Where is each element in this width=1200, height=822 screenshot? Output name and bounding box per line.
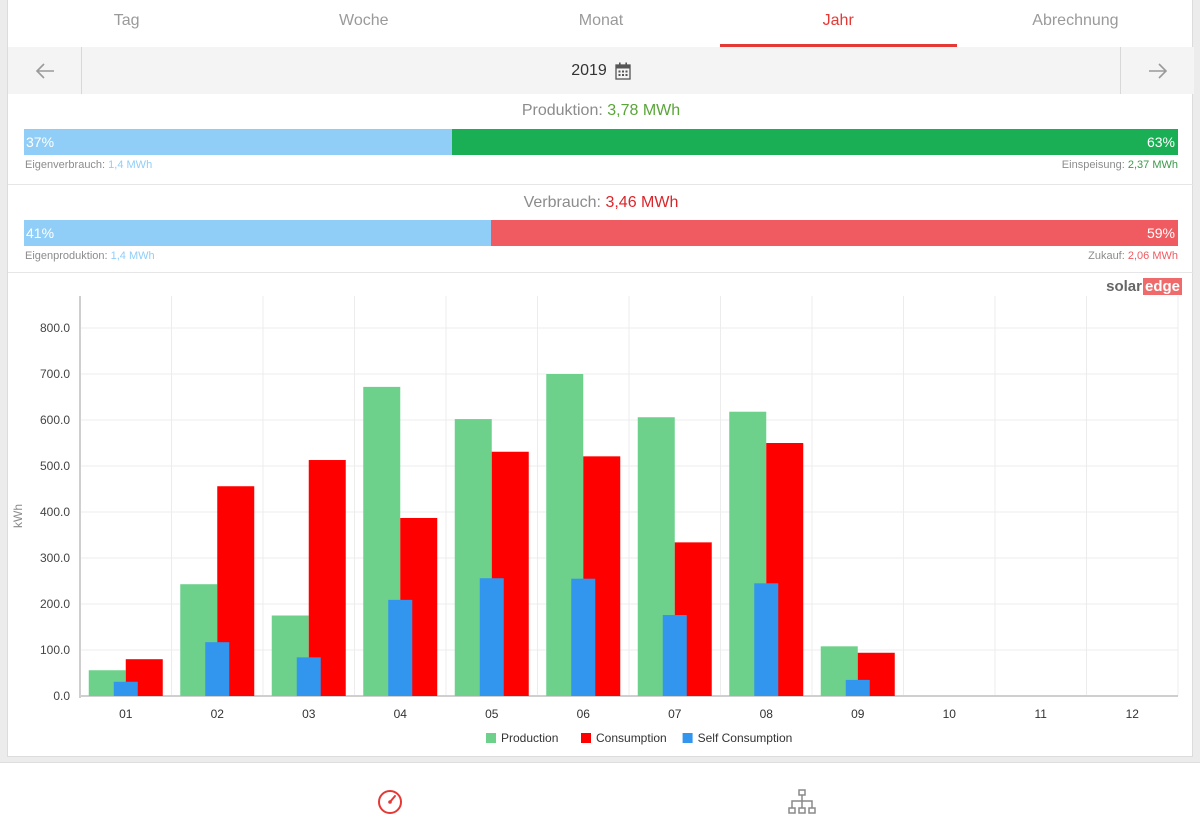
- next-period-button[interactable]: [1120, 47, 1194, 94]
- y-tick-label: 300.0: [40, 551, 70, 565]
- y-axis-label: kWh: [11, 504, 25, 528]
- x-tick-label: 10: [943, 707, 957, 721]
- feed-in-value: 2,37 MWh: [1127, 159, 1178, 171]
- self-consumption-value: 1,4 MWh: [108, 159, 153, 171]
- feed-in-share: 63%: [452, 129, 1178, 155]
- legend-swatch: [486, 733, 496, 743]
- legend-label: Production: [501, 731, 558, 745]
- tab-monat[interactable]: Monat: [578, 12, 624, 29]
- y-tick-label: 600.0: [40, 413, 70, 427]
- consumption-label: Verbrauch:: [523, 194, 601, 211]
- tab-tag[interactable]: Tag: [113, 12, 140, 29]
- consumption-bar: [308, 460, 346, 696]
- legend-swatch: [682, 733, 693, 743]
- arrow-left-icon: [35, 62, 54, 79]
- production-summary: Produktion: 3,78 MWh 37% 63% Eigenverbra…: [8, 94, 1194, 185]
- previous-period-button[interactable]: [8, 47, 82, 94]
- x-tick-label: 04: [394, 707, 408, 721]
- x-tick-label: 02: [211, 707, 225, 721]
- self-consumption-bar: [113, 681, 138, 696]
- self-production-label: Eigenproduktion:: [25, 250, 108, 262]
- tab-abrechnung[interactable]: Abrechnung: [1032, 12, 1119, 29]
- y-tick-label: 0.0: [53, 689, 70, 703]
- self-consumption-caption: Eigenverbrauch: 1,4 MWh: [25, 159, 152, 171]
- tab-jahr[interactable]: Jahr: [719, 0, 958, 47]
- purchase-caption: Zukauf: 2,06 MWh: [1088, 250, 1178, 262]
- calendar-icon: [615, 62, 631, 80]
- purchase-value: 2,06 MWh: [1127, 250, 1178, 262]
- production-title: Produktion: 3,78 MWh: [8, 94, 1194, 120]
- feed-in-caption: Einspeisung: 2,37 MWh: [1062, 159, 1178, 171]
- self-consumption-bar: [571, 578, 596, 696]
- purchase-label: Zukauf:: [1088, 250, 1125, 262]
- self-production-value: 1,4 MWh: [110, 250, 155, 262]
- x-tick-label: 07: [668, 707, 682, 721]
- legend-label: Self Consumption: [698, 731, 793, 745]
- production-value: 3,78 MWh: [607, 102, 681, 119]
- x-tick-label: 09: [851, 707, 865, 721]
- x-tick-label: 11: [1035, 707, 1048, 721]
- consumption-title: Verbrauch: 3,46 MWh: [8, 185, 1194, 212]
- y-tick-label: 400.0: [40, 505, 70, 519]
- site-layout-icon[interactable]: [787, 787, 817, 817]
- arrow-right-icon: [1148, 62, 1167, 79]
- purchase-share: 59%: [491, 220, 1178, 246]
- period-display[interactable]: 2019: [82, 47, 1120, 94]
- self-consumption-bar: [845, 679, 870, 696]
- self-consumption-bar: [205, 642, 230, 696]
- x-tick-label: 03: [302, 707, 316, 721]
- self-consumption-bar: [388, 599, 413, 696]
- x-tick-label: 06: [577, 707, 591, 721]
- legend-label: Consumption: [596, 731, 667, 745]
- x-tick-label: 12: [1126, 707, 1140, 721]
- logo-solar-text: solar: [1106, 278, 1142, 295]
- self-consumption-bar: [479, 578, 504, 696]
- chart-canvas: 0.0 100.0 200.0 300.0 400.0 500.0 600.0 700.0 80…: [11, 296, 1179, 745]
- period-tabs: Tag Woche Monat Jahr Abrechnung: [8, 0, 1194, 47]
- tab-woche[interactable]: Woche: [339, 12, 389, 29]
- y-tick-label: 500.0: [40, 459, 70, 473]
- legend-swatch: [581, 733, 591, 743]
- self-production-share: 41%: [24, 220, 492, 246]
- x-tick-label: 08: [760, 707, 774, 721]
- production-label: Produktion:: [521, 102, 603, 119]
- x-tick-label: 05: [485, 707, 499, 721]
- x-tick-label: 01: [119, 707, 133, 721]
- self-production-caption: Eigenproduktion: 1,4 MWh: [25, 250, 155, 262]
- self-consumption-bar: [296, 657, 321, 696]
- y-tick-label: 200.0: [40, 597, 70, 611]
- yearly-energy-chart: solar edge 0.0 100.0 200.0 300.0 400.0 500.0 60…: [8, 274, 1194, 757]
- y-tick-label: 800.0: [40, 321, 70, 335]
- bottom-nav-bar: [0, 762, 1200, 822]
- period-year: 2019: [571, 61, 607, 79]
- app-window: Tag Woche Monat Jahr Abrechnung 2019: [7, 0, 1194, 757]
- consumption-value: 3,46 MWh: [605, 194, 679, 211]
- self-consumption-bar: [662, 615, 687, 696]
- self-consumption-label: Eigenverbrauch:: [25, 159, 106, 171]
- y-tick-label: 100.0: [40, 643, 70, 657]
- self-consumption-share: 37%: [24, 129, 453, 155]
- dashboard-gauge-icon[interactable]: [375, 787, 405, 817]
- self-consumption-bar: [754, 583, 779, 696]
- logo-edge-text: edge: [1142, 278, 1182, 295]
- feed-in-label: Einspeisung:: [1061, 159, 1125, 171]
- solaredge-logo: solar edge: [1106, 278, 1182, 295]
- production-split-bar: 37% 63%: [24, 129, 1178, 155]
- y-tick-label: 700.0: [40, 367, 70, 381]
- period-navigator: 2019: [8, 47, 1194, 94]
- consumption-split-bar: 41% 59%: [24, 220, 1178, 246]
- consumption-summary: Verbrauch: 3,46 MWh 41% 59% Eigenprodukt…: [8, 185, 1194, 273]
